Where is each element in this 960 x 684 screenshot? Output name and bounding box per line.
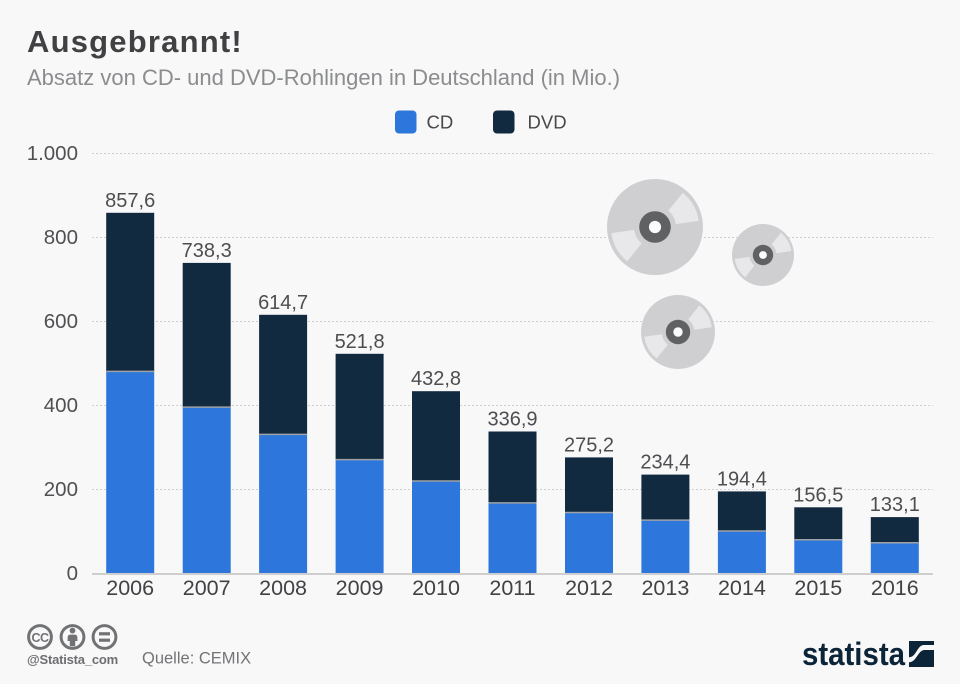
svg-text:DVD: DVD: [528, 112, 567, 133]
svg-text:800: 800: [44, 226, 78, 249]
svg-text:275,2: 275,2: [564, 434, 614, 456]
svg-text:CC: CC: [31, 631, 49, 645]
svg-text:194,4: 194,4: [717, 468, 767, 490]
svg-text:234,4: 234,4: [640, 452, 690, 474]
svg-text:2016: 2016: [871, 576, 919, 600]
svg-text:2008: 2008: [259, 576, 307, 600]
svg-text:0: 0: [67, 562, 78, 585]
svg-text:2009: 2009: [336, 576, 384, 600]
svg-text:614,7: 614,7: [258, 292, 308, 314]
svg-text:521,8: 521,8: [335, 331, 385, 353]
svg-text:Ausgebrannt!: Ausgebrannt!: [27, 24, 243, 59]
svg-text:857,6: 857,6: [105, 190, 155, 212]
svg-text:156,5: 156,5: [793, 484, 843, 506]
svg-text:600: 600: [44, 310, 78, 333]
svg-text:2011: 2011: [489, 576, 535, 600]
svg-text:Quelle: CEMIX: Quelle: CEMIX: [142, 650, 251, 668]
svg-text:400: 400: [44, 394, 78, 417]
svg-text:Absatz von CD- und DVD-Rohling: Absatz von CD- und DVD-Rohlingen in Deut…: [27, 65, 620, 90]
svg-text:738,3: 738,3: [182, 240, 232, 262]
svg-text:336,9: 336,9: [487, 409, 537, 431]
svg-text:2006: 2006: [106, 576, 154, 600]
svg-text:200: 200: [44, 478, 78, 501]
svg-text:2013: 2013: [641, 576, 689, 600]
svg-text:133,1: 133,1: [870, 494, 920, 516]
svg-text:432,8: 432,8: [411, 368, 461, 390]
svg-text:2015: 2015: [794, 576, 842, 600]
svg-text:2012: 2012: [565, 576, 613, 600]
svg-text:2010: 2010: [412, 576, 460, 600]
svg-text:@Statista_com: @Statista_com: [27, 652, 118, 667]
svg-text:1.000: 1.000: [27, 142, 78, 165]
svg-text:CD: CD: [427, 112, 454, 133]
svg-text:2014: 2014: [718, 576, 766, 600]
svg-text:statista: statista: [802, 636, 905, 672]
svg-text:2007: 2007: [183, 576, 231, 600]
